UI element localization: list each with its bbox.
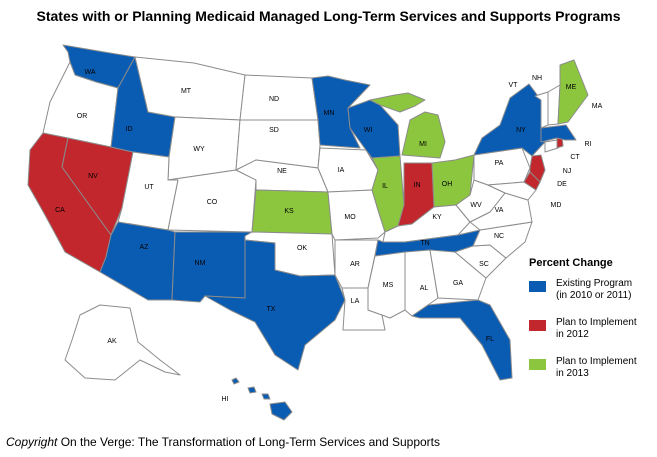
state-HI bbox=[231, 377, 293, 421]
state-MA bbox=[540, 124, 577, 143]
label-CO: CO bbox=[207, 199, 218, 206]
label-WV: WV bbox=[470, 202, 482, 209]
label-TN: TN bbox=[420, 240, 429, 247]
label-WI: WI bbox=[364, 127, 373, 134]
legend-swatch-plan2012 bbox=[529, 320, 546, 331]
label-AK: AK bbox=[107, 338, 117, 345]
label-SC: SC bbox=[479, 261, 489, 268]
label-CT: CT bbox=[570, 154, 580, 161]
state-AK bbox=[64, 304, 181, 381]
label-ME: ME bbox=[566, 84, 577, 91]
label-PA: PA bbox=[495, 160, 504, 167]
label-FL: FL bbox=[486, 336, 494, 343]
label-NC: NC bbox=[494, 233, 504, 240]
label-MD: MD bbox=[551, 202, 562, 209]
legend: Percent Change Existing Program (in 2010… bbox=[529, 257, 654, 395]
label-DE: DE bbox=[557, 181, 567, 188]
label-NM: NM bbox=[195, 260, 206, 267]
label-IN: IN bbox=[414, 182, 421, 189]
label-WA: WA bbox=[84, 69, 95, 76]
label-NJ: NJ bbox=[563, 168, 572, 175]
label-IL: IL bbox=[382, 183, 388, 190]
label-RI: RI bbox=[585, 141, 592, 148]
label-CA: CA bbox=[55, 207, 65, 214]
legend-item-plan2012: Plan to Implement in 2012 bbox=[529, 317, 654, 356]
legend-label-existing: Existing Program (in 2010 or 2011) bbox=[556, 278, 633, 301]
state-TX bbox=[204, 239, 346, 371]
label-OR: OR bbox=[77, 113, 88, 120]
label-OH: OH bbox=[442, 181, 453, 188]
state-CT bbox=[544, 139, 559, 153]
state-FL bbox=[411, 299, 513, 381]
label-MT: MT bbox=[181, 88, 192, 95]
label-VT: VT bbox=[509, 82, 519, 89]
state-GA bbox=[429, 249, 487, 301]
map-title: States with or Planning Medicaid Managed… bbox=[36, 8, 621, 24]
state-ME bbox=[557, 59, 589, 125]
legend-item-existing: Existing Program (in 2010 or 2011) bbox=[529, 278, 654, 317]
label-AR: AR bbox=[350, 261, 360, 268]
state-labels: WA OR CA NV ID MT WY UT CO AZ NM ND SD N… bbox=[55, 69, 602, 403]
label-MO: MO bbox=[344, 214, 356, 221]
label-HI: HI bbox=[222, 396, 229, 403]
label-KS: KS bbox=[284, 208, 294, 215]
legend-swatch-existing bbox=[529, 281, 546, 292]
label-SD: SD bbox=[269, 127, 279, 134]
label-MI: MI bbox=[419, 141, 427, 148]
label-WY: WY bbox=[193, 146, 205, 153]
legend-item-plan2013: Plan to Implement in 2013 bbox=[529, 356, 654, 395]
copyright-word: Copyright bbox=[6, 435, 58, 449]
copyright-credit: Copyright On the Verge: The Transformati… bbox=[6, 435, 440, 449]
state-AZ bbox=[99, 221, 176, 301]
label-OK: OK bbox=[297, 245, 307, 252]
label-AL: AL bbox=[420, 285, 429, 292]
label-MA: MA bbox=[592, 103, 603, 110]
label-IA: IA bbox=[338, 167, 345, 174]
label-MS: MS bbox=[383, 282, 394, 289]
credit-text: On the Verge: The Transformation of Long… bbox=[57, 435, 441, 449]
label-AZ: AZ bbox=[140, 244, 150, 251]
label-UT: UT bbox=[144, 184, 154, 191]
state-MI bbox=[369, 92, 446, 159]
state-NY bbox=[473, 83, 546, 157]
legend-title: Percent Change bbox=[529, 257, 613, 269]
label-ID: ID bbox=[126, 126, 133, 133]
label-NH: NH bbox=[532, 75, 542, 82]
state-NJ bbox=[529, 154, 546, 183]
label-KY: KY bbox=[432, 214, 442, 221]
label-MN: MN bbox=[324, 110, 335, 117]
label-ND: ND bbox=[269, 96, 279, 103]
label-TX: TX bbox=[267, 306, 276, 313]
state-MD bbox=[487, 181, 537, 201]
state-NM bbox=[171, 231, 253, 303]
label-VA: VA bbox=[495, 207, 504, 214]
state-VT bbox=[534, 91, 549, 129]
label-LA: LA bbox=[351, 298, 360, 305]
label-NE: NE bbox=[277, 168, 287, 175]
label-NV: NV bbox=[88, 173, 98, 180]
legend-swatch-plan2013 bbox=[529, 359, 546, 370]
label-NY: NY bbox=[516, 127, 526, 134]
legend-label-plan2013: Plan to Implement in 2013 bbox=[556, 356, 637, 379]
label-GA: GA bbox=[453, 280, 463, 287]
legend-label-plan2012: Plan to Implement in 2012 bbox=[556, 317, 637, 340]
